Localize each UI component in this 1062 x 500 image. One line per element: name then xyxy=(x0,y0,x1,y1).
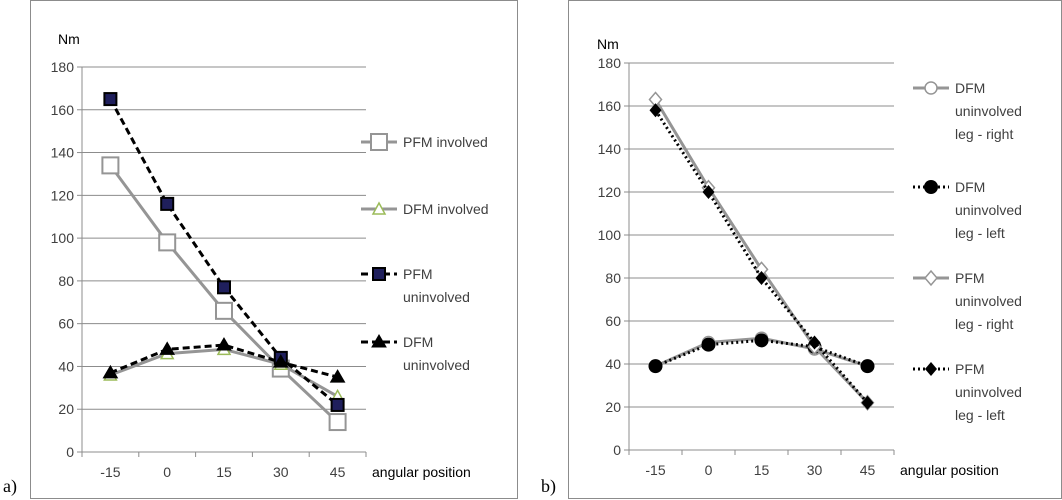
chart-a-ytick-label-5: 100 xyxy=(51,230,75,246)
chart-b-ytick-label-6: 120 xyxy=(598,184,622,200)
chart-a-legend-label-2-0: PFM xyxy=(403,266,433,282)
chart-b-legend-label-2-2: leg - right xyxy=(955,316,1013,332)
chart-a-xtick-label-2: 15 xyxy=(216,464,232,480)
chart-b-y-unit-label: Nm xyxy=(597,36,619,52)
chart-a-y-unit-label: Nm xyxy=(58,31,80,47)
chart-b-ytick-label-3: 60 xyxy=(605,313,621,329)
chart-b-legend-label-1-0: DFM xyxy=(955,179,985,195)
chart-b-series-3-point-1 xyxy=(702,185,715,199)
chart-a-legend-label-3-0: DFM xyxy=(403,334,433,350)
chart-a-legend-label-2-1: uninvolved xyxy=(403,289,470,305)
chart-a-x-axis-label: angular position xyxy=(372,464,471,480)
chart-b-series-3-point-0 xyxy=(649,103,662,118)
chart-a-series-3-point-4 xyxy=(329,369,346,383)
chart-a-series-3-point-2 xyxy=(216,337,232,351)
chart-b-xtick-label-1: 0 xyxy=(705,462,713,478)
chart-b-legend-marker-1 xyxy=(924,180,938,194)
chart-b-svg: 0 20 40 60 80 100 120 140 160 180 -15 0 15 30 45 Nm angu… xyxy=(597,36,1022,478)
chart-b-series-3-point-4 xyxy=(861,395,874,410)
chart-a-legend-label-0-0: PFM involved xyxy=(403,134,488,150)
chart-a-xtick-label-1: 0 xyxy=(163,464,171,480)
chart-a-ytick-label-6: 120 xyxy=(51,187,75,203)
chart-a-svg: 0 20 40 60 80 100 120 140 160 180 -15 0 15 30 45 Nm angu… xyxy=(51,31,489,480)
chart-a-legend-marker-3 xyxy=(371,334,387,348)
chart-a-ytick-label-9: 180 xyxy=(51,59,75,75)
chart-a-ytick-label-8: 160 xyxy=(51,102,75,118)
chart-a-series-2-point-1 xyxy=(160,196,175,211)
chart-b-legend-label-1-2: leg - left xyxy=(955,225,1005,241)
chart-b-ytick-label-1: 20 xyxy=(605,399,621,415)
chart-b-ytick-label-9: 180 xyxy=(598,55,622,71)
chart-b-ytick-label-5: 100 xyxy=(598,227,622,243)
chart-a-series-3-point-3 xyxy=(272,354,289,368)
chart-a-ytick-label-2: 40 xyxy=(58,358,74,374)
chart-b-series-1-point-0 xyxy=(648,359,663,374)
chart-b-series-3-point-3 xyxy=(808,335,821,350)
chart-a-ytick-label-0: 0 xyxy=(66,444,74,460)
chart-b-series-1-point-1 xyxy=(701,337,716,352)
chart-b-legend-label-3-2: leg - left xyxy=(955,407,1005,423)
chart-b-legend-label-2-0: PFM xyxy=(955,270,985,286)
chart-b-legend-label-0-0: DFM xyxy=(955,80,985,96)
chart-a-ytick-label-1: 20 xyxy=(58,401,74,417)
chart-a-series-3-point-1 xyxy=(159,341,176,355)
chart-b-xtick-label-3: 30 xyxy=(807,462,823,478)
chart-b-ytick-label-7: 140 xyxy=(598,141,622,157)
chart-panel-a: 0 20 40 60 80 100 120 140 160 180 -15 0 15 30 45 Nm angu… xyxy=(30,0,518,499)
chart-b-series-3-point-2 xyxy=(755,271,768,285)
chart-a-legend-label-3-1: uninvolved xyxy=(403,357,470,373)
chart-b-xtick-label-0: -15 xyxy=(645,462,665,478)
chart-a-series-0-point-0 xyxy=(101,156,120,175)
chart-b-ytick-label-2: 40 xyxy=(605,356,621,372)
chart-b-ytick-label-0: 0 xyxy=(613,442,621,458)
chart-a-series-3-point-0 xyxy=(102,364,119,379)
chart-b-ytick-label-4: 80 xyxy=(605,270,621,286)
chart-a-ytick-label-4: 80 xyxy=(58,273,74,289)
chart-b-legend-label-3-0: PFM xyxy=(955,361,985,377)
chart-a-series-2-point-4 xyxy=(330,397,345,412)
chart-a-series-0-point-4 xyxy=(328,413,347,432)
chart-b-legend-label-3-1: uninvolved xyxy=(955,384,1022,400)
panel-label-a: a) xyxy=(3,476,17,496)
chart-a-series-0-point-1 xyxy=(158,233,177,252)
chart-a-xtick-label-4: 45 xyxy=(330,464,346,480)
chart-a-legend-marker-1 xyxy=(371,201,387,215)
chart-b-xtick-label-2: 15 xyxy=(754,462,770,478)
chart-a-series-2-point-0 xyxy=(103,92,118,107)
chart-a-ytick-label-7: 140 xyxy=(51,145,75,161)
panel-label-b: b) xyxy=(541,476,556,496)
chart-a-xtick-label-3: 30 xyxy=(273,464,289,480)
chart-a-ytick-label-3: 60 xyxy=(58,316,74,332)
chart-a-series-0-point-2 xyxy=(215,301,233,320)
chart-a-legend-marker-2 xyxy=(372,267,386,281)
chart-b-legend-marker-0 xyxy=(924,81,938,95)
chart-b-legend-label-1-1: uninvolved xyxy=(955,202,1022,218)
chart-a-legend-label-1-0: DFM involved xyxy=(403,201,489,217)
chart-b-legend-label-2-1: uninvolved xyxy=(955,293,1022,309)
chart-b-legend-label-0-2: leg - right xyxy=(955,126,1013,142)
chart-b-legend-marker-3 xyxy=(925,362,937,376)
chart-a-xtick-label-0: -15 xyxy=(100,464,120,480)
chart-a-legend-marker-0 xyxy=(370,133,388,151)
chart-b-ytick-label-8: 160 xyxy=(598,98,622,114)
chart-b-x-axis-label: angular position xyxy=(900,462,999,478)
chart-a-series-2-point-2 xyxy=(217,280,231,295)
chart-b-legend-marker-2 xyxy=(924,269,938,287)
chart-b-series-1-point-2 xyxy=(754,333,769,348)
chart-b-xtick-label-4: 45 xyxy=(860,462,876,478)
chart-panel-b: 0 20 40 60 80 100 120 140 160 180 -15 0 15 30 45 Nm angu… xyxy=(568,0,1062,499)
chart-b-series-1-point-4 xyxy=(860,359,875,374)
chart-b-legend-label-0-1: uninvolved xyxy=(955,103,1022,119)
